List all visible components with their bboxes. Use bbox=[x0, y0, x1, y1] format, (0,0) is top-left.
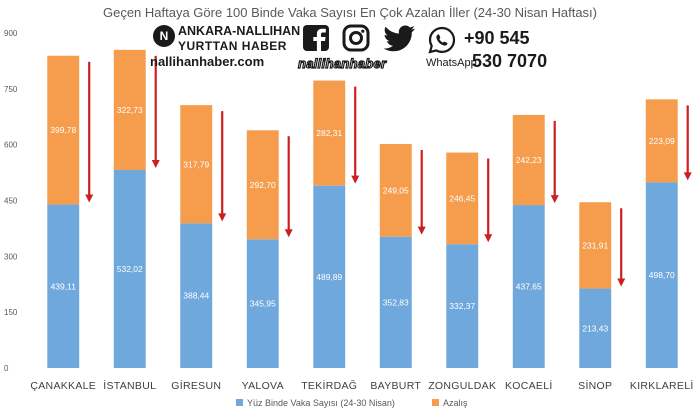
decrease-arrow-head bbox=[151, 159, 160, 168]
branding-overlay: N ANKARA-NALLIHAN YURTTAN HABER nallihan… bbox=[150, 22, 550, 74]
bar-segment-decrease bbox=[446, 152, 479, 245]
decrease-arrow-head bbox=[550, 195, 559, 204]
legend-label-decrease: Azalış bbox=[443, 398, 468, 408]
category-label: KIRKLARELİ bbox=[630, 379, 694, 392]
data-label-decrease: 231,91 bbox=[582, 240, 608, 250]
bars: 439,11 399,78 532,02 322,73 388,44 317,79 345,… bbox=[47, 49, 678, 368]
data-label-cases: 352,83 bbox=[383, 297, 409, 307]
bar-segment-cases bbox=[313, 185, 346, 368]
bar-segment-cases bbox=[579, 288, 612, 368]
phone-number-line1[interactable]: +90 545 bbox=[464, 28, 530, 48]
category-label: YALOVA bbox=[242, 380, 284, 392]
y-tick-label: 450 bbox=[4, 197, 18, 206]
twitter-icon[interactable] bbox=[382, 24, 416, 52]
bar-segment-cases bbox=[645, 182, 678, 368]
facebook-icon[interactable] bbox=[302, 24, 330, 52]
bar-segment-decrease bbox=[180, 105, 213, 224]
bar-segment-decrease bbox=[47, 55, 80, 205]
data-label-decrease: 317,79 bbox=[183, 159, 209, 169]
category-label: ÇANAKKALE bbox=[30, 380, 96, 392]
data-label-decrease: 223,09 bbox=[649, 136, 675, 146]
data-label-cases: 388,44 bbox=[183, 291, 209, 301]
data-label-decrease: 249,05 bbox=[383, 185, 409, 195]
logo-mark-icon: N bbox=[153, 25, 175, 47]
category-label: KOCAELİ bbox=[505, 379, 553, 392]
phone-number-line2[interactable]: 530 7070 bbox=[472, 51, 548, 71]
data-label-cases: 213,43 bbox=[582, 323, 608, 333]
data-label-decrease: 322,73 bbox=[117, 105, 143, 115]
category-label: SİNOP bbox=[578, 379, 612, 392]
bar-segment-cases bbox=[246, 239, 279, 368]
decrease-arrow-head bbox=[351, 175, 360, 184]
bar-segment-decrease bbox=[246, 130, 279, 240]
whatsapp-label: WhatsApp bbox=[426, 57, 477, 69]
decrease-arrow-head bbox=[85, 194, 94, 203]
data-label-cases: 532,02 bbox=[117, 264, 143, 274]
chart-title: Geçen Haftaya Göre 100 Binde Vaka Sayısı… bbox=[103, 5, 597, 20]
bar-segment-cases bbox=[113, 169, 146, 368]
bar-segment-decrease bbox=[579, 202, 612, 289]
data-label-cases: 498,70 bbox=[649, 270, 675, 280]
decrease-arrows bbox=[85, 55, 692, 287]
category-label: BAYBURT bbox=[370, 380, 421, 392]
decrease-arrow-head bbox=[484, 234, 493, 243]
y-axis: 0 150 300 450 600 750 900 bbox=[4, 29, 18, 373]
data-label-cases: 439,11 bbox=[51, 281, 77, 291]
legend: Yüz Binde Vaka Sayısı (24-30 Nisan) Azalı… bbox=[236, 398, 468, 408]
social-handle[interactable]: nallihanhaber bbox=[297, 55, 387, 71]
decrease-arrow-head bbox=[617, 278, 626, 287]
logo-name-line2: YURTTAN HABER bbox=[178, 39, 287, 53]
data-label-decrease: 399,78 bbox=[50, 125, 76, 135]
data-label-cases: 332,37 bbox=[449, 301, 475, 311]
category-label: GİRESUN bbox=[171, 379, 221, 392]
y-tick-label: 750 bbox=[4, 85, 18, 94]
category-label: ZONGULDAK bbox=[428, 380, 496, 392]
bar-segment-decrease bbox=[379, 143, 412, 237]
data-label-decrease: 246,45 bbox=[449, 193, 475, 203]
bar-segment-decrease bbox=[645, 99, 678, 183]
whatsapp-icon[interactable] bbox=[428, 26, 456, 54]
data-label-cases: 489,89 bbox=[316, 272, 342, 282]
legend-label-cases: Yüz Binde Vaka Sayısı (24-30 Nisan) bbox=[247, 398, 395, 408]
bar-segment-decrease bbox=[512, 114, 545, 206]
instagram-icon[interactable] bbox=[342, 24, 370, 52]
social-block: nallihanhaber bbox=[297, 24, 423, 74]
bar-segment-decrease bbox=[313, 80, 346, 186]
bar-segment-decrease bbox=[113, 49, 146, 170]
bar-segment-cases bbox=[47, 204, 80, 368]
legend-swatch-decrease bbox=[432, 399, 439, 406]
website-link[interactable]: nallihanhaber.com bbox=[150, 54, 265, 69]
y-tick-label: 150 bbox=[4, 308, 18, 317]
data-label-cases: 437,65 bbox=[516, 282, 542, 292]
category-axis: ÇANAKKALE İSTANBUL GİRESUN YALOVA TEKİRDAĞ BA… bbox=[30, 379, 693, 392]
bar-segment-cases bbox=[379, 236, 412, 368]
data-label-decrease: 282,31 bbox=[316, 128, 342, 138]
decrease-arrow-head bbox=[683, 172, 692, 181]
bar-segment-cases bbox=[512, 205, 545, 368]
bar-segment-cases bbox=[446, 244, 479, 368]
y-tick-label: 0 bbox=[4, 364, 9, 373]
legend-swatch-cases bbox=[236, 399, 243, 406]
bar-segment-cases bbox=[180, 223, 213, 368]
y-tick-label: 300 bbox=[4, 252, 18, 261]
data-label-cases: 345,95 bbox=[250, 299, 276, 309]
logo-name-line1: ANKARA-NALLIHAN bbox=[178, 24, 301, 38]
category-label: İSTANBUL bbox=[103, 379, 156, 392]
decrease-arrow-head bbox=[417, 226, 426, 235]
y-tick-label: 900 bbox=[4, 29, 18, 38]
decrease-arrow-head bbox=[284, 229, 293, 238]
data-label-decrease: 242,23 bbox=[516, 155, 542, 165]
decrease-arrow-head bbox=[218, 213, 227, 222]
contact-block: +90 545 WhatsApp 530 7070 bbox=[426, 24, 556, 74]
data-label-decrease: 292,70 bbox=[250, 180, 276, 190]
category-label: TEKİRDAĞ bbox=[301, 379, 357, 392]
y-tick-label: 600 bbox=[4, 141, 18, 150]
